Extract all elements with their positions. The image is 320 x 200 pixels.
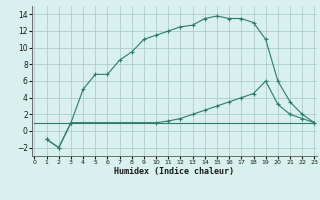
X-axis label: Humidex (Indice chaleur): Humidex (Indice chaleur) [115,167,234,176]
